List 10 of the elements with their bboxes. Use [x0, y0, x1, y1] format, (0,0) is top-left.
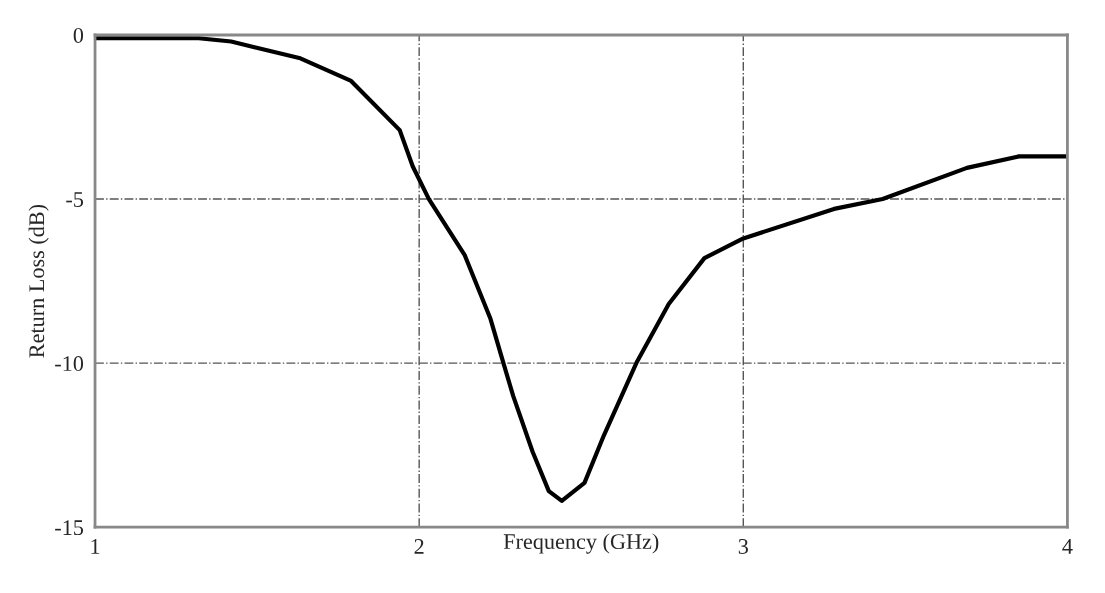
y-tick-label: -10: [55, 356, 84, 372]
x-tick-label: 1: [91, 539, 100, 554]
y-axis-title: Return Loss (dB): [28, 204, 49, 358]
y-tick-label: -15: [55, 520, 84, 536]
x-tick-label: 2: [414, 538, 424, 554]
y-tick-label: -5: [66, 192, 84, 207]
y-tick-label: 0: [73, 27, 84, 43]
x-tick-label: 3: [738, 538, 748, 554]
x-tick-label: 4: [1062, 539, 1073, 554]
x-axis-title: Frequency (GHz): [503, 533, 659, 554]
